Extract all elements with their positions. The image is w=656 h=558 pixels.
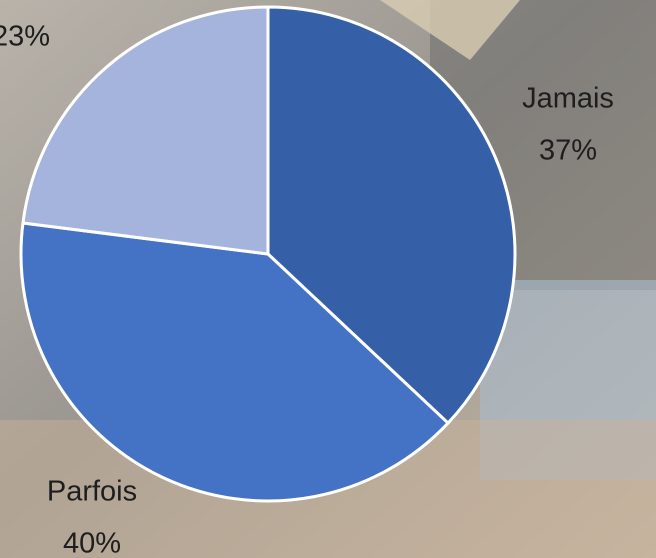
pie-slice bbox=[266, 5, 517, 425]
pie-slice bbox=[19, 221, 450, 503]
category-label: Parfois bbox=[47, 476, 137, 508]
category-label: Jamais bbox=[522, 83, 614, 115]
pie-slice bbox=[21, 5, 270, 256]
value-label: 37% bbox=[539, 135, 597, 167]
background-hat bbox=[380, 0, 520, 60]
value-label: 23% bbox=[0, 21, 50, 53]
value-label: 40% bbox=[63, 528, 121, 558]
